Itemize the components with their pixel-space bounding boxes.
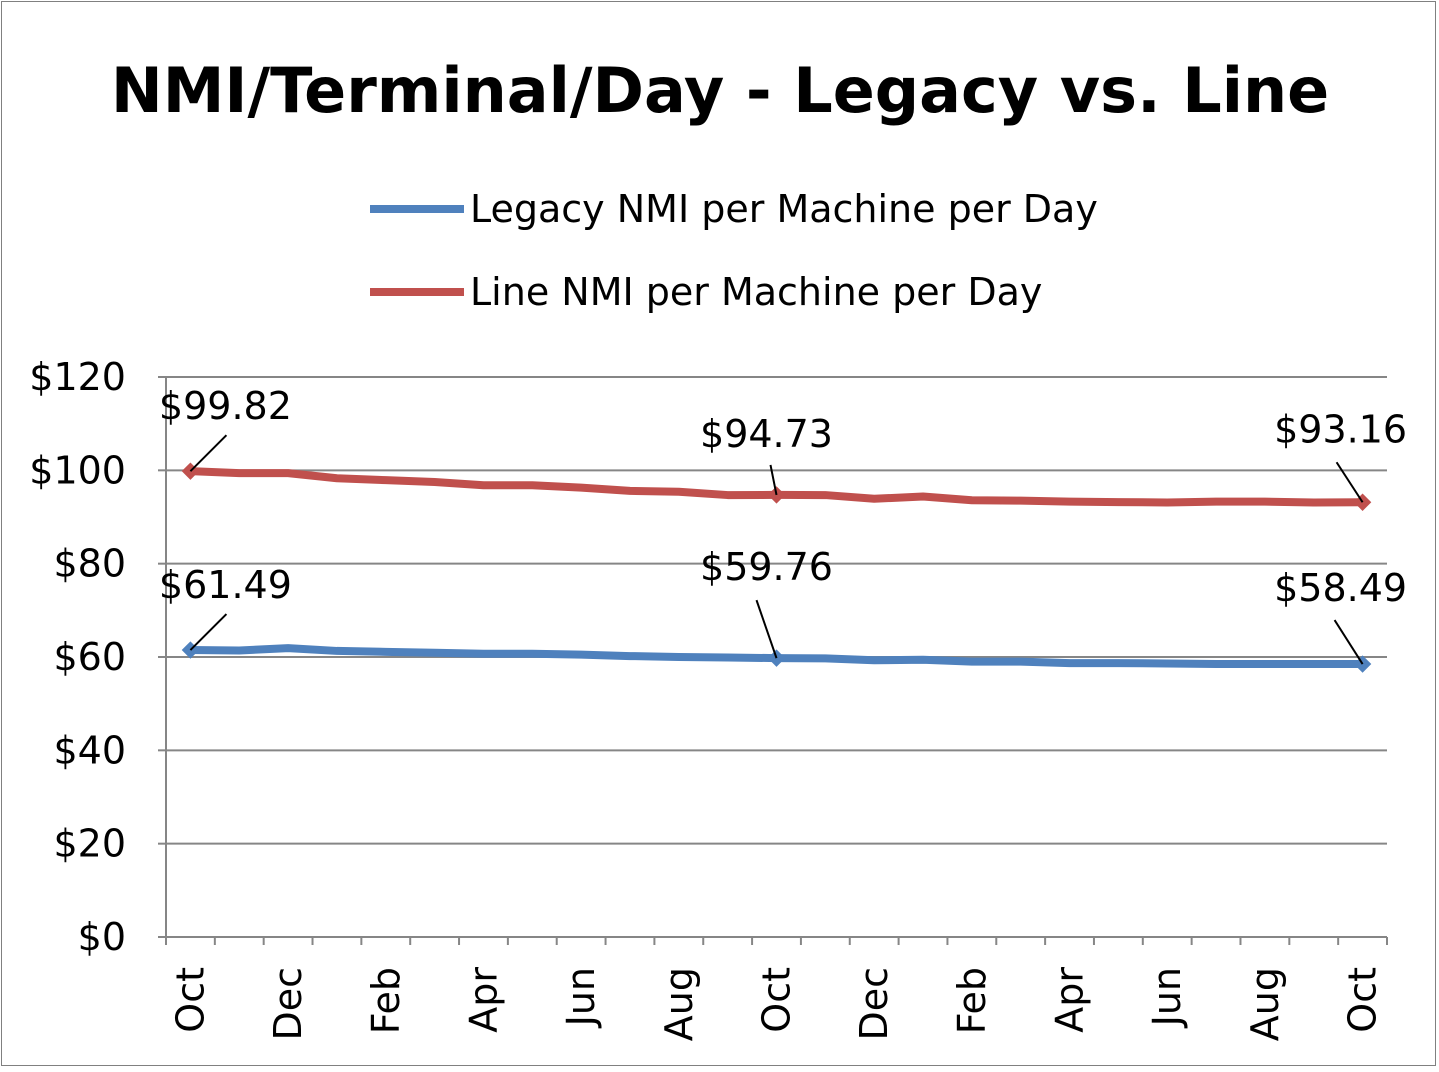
y-axis-ticks: $0 $20 $40 $60 $80 $100 $120	[29, 355, 166, 959]
x-tick-label: Dec	[266, 967, 310, 1041]
x-tick-label: Jun	[559, 967, 603, 1028]
y-tick-label: $120	[29, 355, 126, 399]
x-tick-label: Oct	[755, 967, 799, 1033]
y-tick-label: $40	[53, 728, 126, 772]
data-label: $59.76	[700, 545, 833, 589]
legend-label-legacy: Legacy NMI per Machine per Day	[470, 187, 1098, 231]
y-tick-label: $20	[53, 822, 126, 866]
y-tick-label: $0	[78, 915, 126, 959]
data-label: $61.49	[159, 563, 292, 607]
leader-line	[189, 434, 228, 472]
y-tick-label: $100	[29, 448, 126, 492]
data-label: $58.49	[1274, 566, 1407, 610]
x-tick-label: Aug	[1243, 967, 1287, 1041]
x-tick-label: Apr	[461, 967, 505, 1033]
x-tick-label: Aug	[657, 967, 701, 1041]
x-axis-ticks: Oct Dec Feb Apr Jun Aug Oct Dec Feb Apr Jun Aug Oct	[165, 937, 1388, 1041]
leader-line	[1335, 461, 1364, 503]
leader-line	[189, 613, 228, 651]
data-label: $94.73	[700, 412, 833, 456]
x-tick-label: Oct	[1341, 967, 1385, 1033]
axes	[165, 377, 1387, 938]
data-label: $99.82	[159, 384, 292, 428]
chart-title: NMI/Terminal/Day - Legacy vs. Line	[111, 54, 1329, 127]
leader-line	[769, 464, 778, 496]
y-tick-label: $60	[53, 635, 126, 679]
legend-label-line: Line NMI per Machine per Day	[470, 270, 1042, 314]
x-tick-label: Oct	[168, 967, 212, 1033]
leader-line	[755, 599, 778, 659]
x-tick-label: Apr	[1048, 967, 1092, 1033]
x-tick-label: Jun	[1145, 967, 1189, 1028]
y-tick-label: $80	[53, 542, 126, 586]
x-tick-label: Feb	[950, 967, 994, 1034]
x-tick-label: Feb	[364, 967, 408, 1034]
legend: Legacy NMI per Machine per Day Line NMI …	[370, 187, 1098, 314]
x-tick-label: Dec	[852, 967, 896, 1041]
data-labels: $61.49 $59.76 $58.49 $99.82 $94.73 $93.16	[159, 384, 1407, 665]
leader-line	[1333, 619, 1364, 665]
data-label: $93.16	[1274, 407, 1407, 451]
